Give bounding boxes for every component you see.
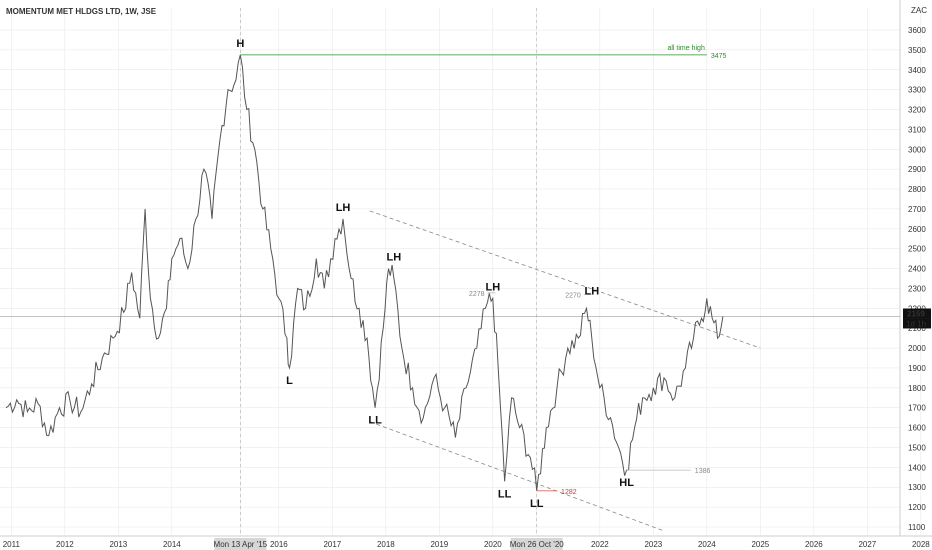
y-tick-label: 3500 <box>908 46 926 55</box>
swing-label-ll: LL <box>498 488 512 500</box>
x-tick-label: 2017 <box>323 540 341 549</box>
swing-label-hl: HL <box>619 477 634 489</box>
x-tick-highlight-box <box>510 538 563 550</box>
x-tick-label-highlight: Mon 13 Apr '15 <box>214 540 268 549</box>
swing-label-lh: LH <box>387 252 402 264</box>
y-tick-label: 1400 <box>908 463 926 472</box>
y-tick-label: 1200 <box>908 503 926 512</box>
y-tick-label: 1700 <box>908 404 926 413</box>
y-tick-label: 3100 <box>908 125 926 134</box>
y-tick-label: 2100 <box>908 324 926 333</box>
level-2278-label: 2278 <box>469 291 485 298</box>
swing-label-ll: LL <box>530 498 544 510</box>
y-tick-label: 3000 <box>908 145 926 154</box>
swing-label-lh: LH <box>486 281 501 293</box>
swing-label-ll: LL <box>368 415 382 427</box>
y-tick-label: 2700 <box>908 205 926 214</box>
chart-title: MOMENTUM MET HLDGS LTD, 1W, JSE <box>6 7 157 16</box>
channel-upper-line <box>369 210 761 349</box>
x-tick-label: 2023 <box>644 540 662 549</box>
y-tick-label: 1500 <box>908 443 926 452</box>
y-tick-label: 1300 <box>908 483 926 492</box>
y-tick-label: 3400 <box>908 66 926 75</box>
countdown-box <box>903 318 931 329</box>
y-tick-label: 2000 <box>908 344 926 353</box>
x-tick-label: 2019 <box>430 540 448 549</box>
all-time-high-value: 3475 <box>711 53 727 60</box>
y-tick-label: 2600 <box>908 225 926 234</box>
y-tick-label: 2500 <box>908 245 926 254</box>
y-tick-label: 2900 <box>908 165 926 174</box>
y-tick-label: 2400 <box>908 265 926 274</box>
last-price-value: 2159 <box>907 309 925 318</box>
x-tick-label: 2018 <box>377 540 395 549</box>
level-1282-label: 1282 <box>561 489 577 496</box>
countdown-text: 1d 1h <box>906 319 926 328</box>
y-tick-label: 1600 <box>908 424 926 433</box>
y-tick-label: 3600 <box>908 26 926 35</box>
x-tick-label: 2012 <box>56 540 74 549</box>
x-tick-label: 2016 <box>270 540 288 549</box>
y-tick-label: 2800 <box>908 185 926 194</box>
last-price-box <box>903 308 931 319</box>
swing-label-l: L <box>286 375 293 387</box>
x-tick-label: 2014 <box>163 540 181 549</box>
y-tick-label: 2300 <box>908 284 926 293</box>
x-tick-label-highlight: Mon 26 Oct '20 <box>510 540 565 549</box>
y-tick-label: 3300 <box>908 86 926 95</box>
x-tick-label: 2024 <box>698 540 716 549</box>
x-tick-label: 2027 <box>858 540 876 549</box>
swing-label-lh: LH <box>584 285 599 297</box>
swing-label-lh: LH <box>336 202 351 214</box>
x-tick-label: 2011 <box>3 540 21 549</box>
level-1386-label: 1386 <box>695 468 711 475</box>
x-tick-label: 2028 <box>912 540 930 549</box>
y-tick-label: 1900 <box>908 364 926 373</box>
x-tick-label: 2026 <box>805 540 823 549</box>
all-time-high-label: all time high <box>667 45 704 52</box>
level-2270-label: 2270 <box>565 292 581 299</box>
swing-label-h: H <box>236 38 244 50</box>
y-tick-label: 3200 <box>908 106 926 115</box>
y-tick-label: 1100 <box>908 523 926 532</box>
x-tick-label: 2013 <box>109 540 127 549</box>
price-series-line[interactable] <box>5 54 724 491</box>
x-tick-highlight-box <box>214 538 267 550</box>
x-tick-label: 2025 <box>751 540 769 549</box>
channel-lower-line <box>369 421 665 532</box>
currency-label: ZAC <box>911 6 927 15</box>
x-tick-label: 2020 <box>484 540 502 549</box>
y-tick-label: 1800 <box>908 384 926 393</box>
x-tick-label: 2022 <box>591 540 609 549</box>
